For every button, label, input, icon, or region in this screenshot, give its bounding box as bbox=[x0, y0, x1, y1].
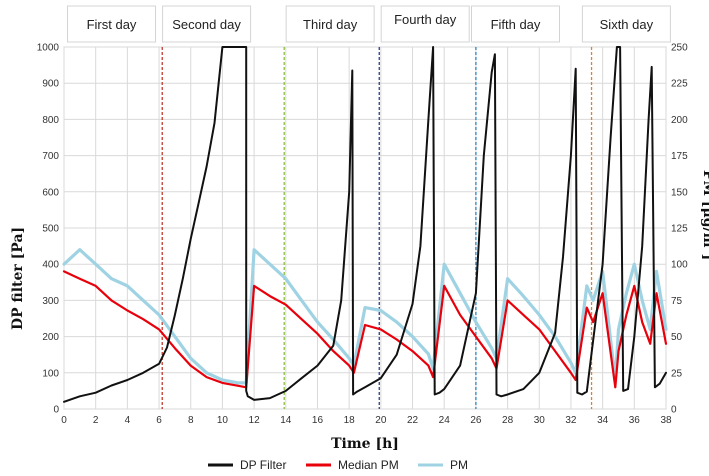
day-label-fourth-day: Fourth day bbox=[394, 12, 457, 27]
x-tick-label-36: 36 bbox=[629, 415, 641, 426]
y2-tick-label-0: 0 bbox=[671, 405, 677, 416]
x-tick-label-34: 34 bbox=[597, 415, 609, 426]
x-tick-label-8: 8 bbox=[188, 415, 194, 426]
y-tick-label-1000: 1000 bbox=[37, 43, 60, 54]
legend-label-pm: PM bbox=[450, 458, 468, 472]
x-tick-label-14: 14 bbox=[280, 415, 292, 426]
y2-tick-label-125: 125 bbox=[671, 224, 688, 235]
y2-tick-label-200: 200 bbox=[671, 115, 688, 126]
y-tick-label-700: 700 bbox=[42, 151, 59, 162]
x-tick-label-2: 2 bbox=[93, 415, 99, 426]
y2-tick-label-25: 25 bbox=[671, 368, 683, 379]
x-tick-label-26: 26 bbox=[470, 415, 482, 426]
series-line-dp-filter bbox=[63, 46, 667, 403]
day-band-4 bbox=[380, 5, 470, 43]
x-tick-label-28: 28 bbox=[502, 415, 514, 426]
y-tick-label-600: 600 bbox=[42, 187, 59, 198]
y2-tick-label-50: 50 bbox=[671, 332, 683, 343]
y-tick-label-800: 800 bbox=[42, 115, 59, 126]
y-tick-label-200: 200 bbox=[42, 332, 59, 343]
day-band-1 bbox=[67, 5, 157, 43]
day-label-fifth-day: Fifth day bbox=[491, 17, 541, 32]
day-label-first-day: First day bbox=[87, 17, 137, 32]
x-tick-label-4: 4 bbox=[125, 415, 131, 426]
x-tick-label-32: 32 bbox=[565, 415, 577, 426]
y2-tick-label-250: 250 bbox=[671, 43, 688, 54]
day-band-5 bbox=[471, 5, 560, 43]
axes-layer: 0 2 4 6 8 10 12 14 16 18 20 22 24 26 28 30 32 34 36 3801002… bbox=[37, 43, 688, 427]
y-tick-label-300: 300 bbox=[42, 296, 59, 307]
x-tick-label-38: 38 bbox=[660, 415, 672, 426]
x-tick-label-18: 18 bbox=[344, 415, 356, 426]
x-tick-label-0: 0 bbox=[61, 415, 67, 426]
legend-label-dp-filter: DP Filter bbox=[240, 458, 286, 472]
y2-tick-label-175: 175 bbox=[671, 151, 688, 162]
x-tick-label-30: 30 bbox=[534, 415, 546, 426]
x-tick-label-10: 10 bbox=[217, 415, 229, 426]
x-axis-title: Time [h] bbox=[331, 436, 399, 452]
legend-label-median-pm: Median PM bbox=[338, 458, 399, 472]
day-label-bands: First day Second day Third day Fourth day Fi… bbox=[67, 5, 671, 43]
y2-tick-label-225: 225 bbox=[671, 79, 688, 90]
day-label-third-day: Third day bbox=[303, 17, 358, 32]
x-tick-label-16: 16 bbox=[312, 415, 324, 426]
y2-tick-label-150: 150 bbox=[671, 187, 688, 198]
y-tick-label-900: 900 bbox=[42, 79, 59, 90]
day-label-second-day: Second day bbox=[172, 17, 241, 32]
x-tick-label-12: 12 bbox=[249, 415, 261, 426]
day-band-6 bbox=[581, 5, 671, 43]
series-line-median-pm bbox=[62, 270, 668, 389]
legend: DP Filter Median PM PM bbox=[208, 458, 468, 472]
y2-axis-title: PM [μg/m³] bbox=[700, 170, 709, 260]
y2-tick-label-100: 100 bbox=[671, 260, 688, 271]
series-layer bbox=[62, 46, 668, 403]
day-band-3 bbox=[285, 5, 375, 43]
x-tick-label-22: 22 bbox=[407, 415, 419, 426]
y-tick-label-0: 0 bbox=[53, 405, 59, 416]
x-tick-label-20: 20 bbox=[375, 415, 387, 426]
y-tick-label-500: 500 bbox=[42, 224, 59, 235]
day-band-2 bbox=[162, 5, 252, 43]
x-tick-label-6: 6 bbox=[156, 415, 162, 426]
x-tick-label-24: 24 bbox=[439, 415, 451, 426]
day-label-sixth-day: Sixth day bbox=[600, 17, 654, 32]
y-tick-label-100: 100 bbox=[42, 368, 59, 379]
y-axis-title: DP filter [Pa] bbox=[10, 227, 26, 330]
y2-tick-label-75: 75 bbox=[671, 296, 683, 307]
y-tick-label-400: 400 bbox=[42, 260, 59, 271]
